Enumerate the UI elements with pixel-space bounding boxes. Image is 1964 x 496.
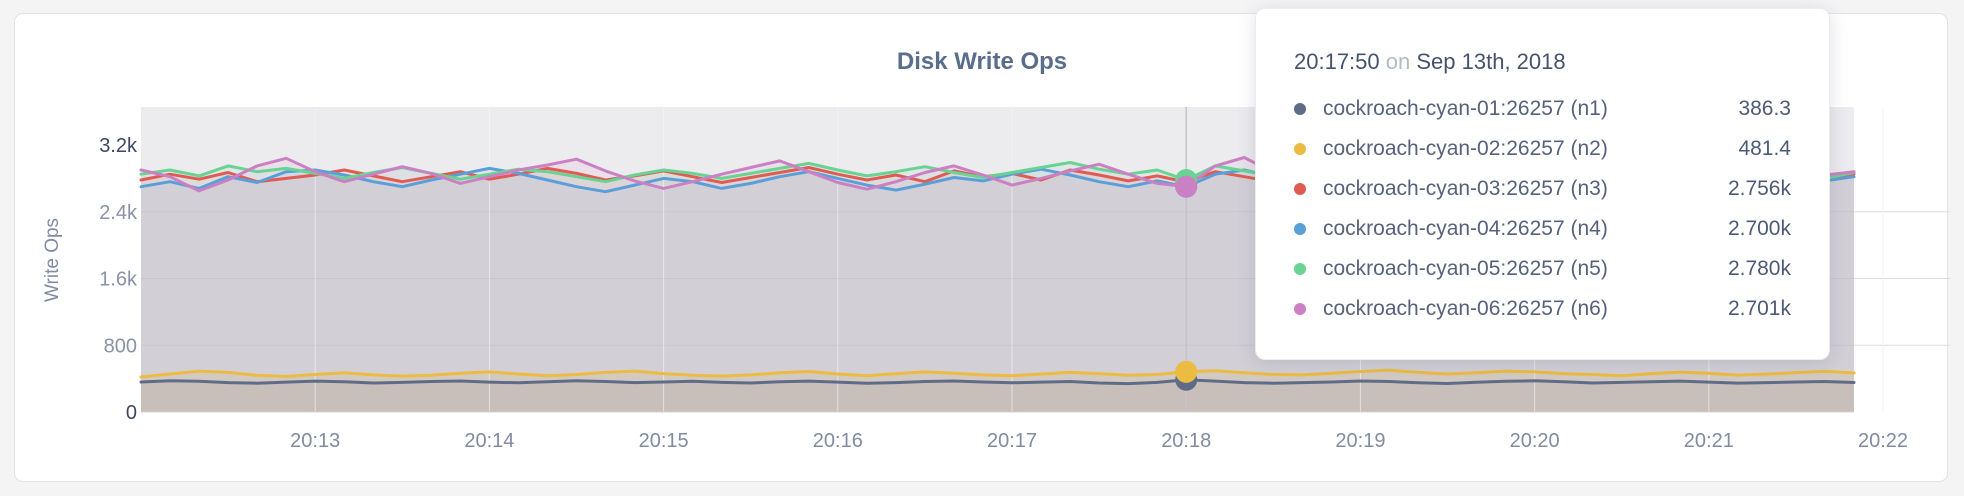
hover-tooltip: 20:17:50 on Sep 13th, 2018 cockroach-cya… [1255,8,1830,360]
x-tick-label: 20:22 [1858,430,1908,452]
y-tick-label: 800 [104,335,137,357]
tooltip-row: cockroach-cyan-05:26257 (n5) 2.780k [1294,249,1791,289]
tooltip-row: cockroach-cyan-01:26257 (n1) 386.3 [1294,89,1791,129]
y-tick-label: 0 [126,402,137,424]
tooltip-series-value: 386.3 [1738,97,1791,120]
tooltip-series-value: 2.701k [1727,297,1791,320]
x-tick-label: 20:17 [987,430,1037,452]
page-title: Disk Write Ops [896,48,1068,75]
y-tick-label: 3.2k [99,135,138,157]
tooltip-series-label: cockroach-cyan-03:26257 (n3) [1323,177,1608,200]
series-dot-icon [1294,143,1306,155]
series-dot-icon [1294,183,1306,195]
tooltip-row: cockroach-cyan-03:26257 (n3) 2.756k [1294,169,1791,209]
tooltip-rows: cockroach-cyan-01:26257 (n1) 386.3 cockroa… [1294,89,1791,329]
x-tick-label: 20:16 [813,430,863,452]
series-line-n1[interactable] [139,378,1856,386]
tooltip-row: cockroach-cyan-06:26257 (n6) 2.701k [1294,289,1791,329]
tooltip-series-label: cockroach-cyan-06:26257 (n6) [1323,297,1608,320]
x-tick-label: 20:13 [290,430,340,452]
y-tick-label: 2.4k [99,202,138,224]
tooltip-header: 20:17:50 on Sep 13th, 2018 [1294,49,1791,75]
tooltip-series-label: cockroach-cyan-01:26257 (n1) [1323,97,1608,120]
series-area-n1 [141,379,1854,412]
series-dot-icon [1294,103,1306,115]
tooltip-series-label: cockroach-cyan-05:26257 (n5) [1323,257,1608,280]
hover-dot-n2 [1175,360,1198,383]
series-dot-icon [1294,223,1306,235]
tooltip-series-value: 2.756k [1727,177,1791,200]
series-dot-icon [1294,303,1306,315]
x-tick-label: 20:15 [639,430,689,452]
tooltip-series-value: 481.4 [1738,137,1791,160]
x-tick-label: 20:14 [464,430,514,452]
tooltip-conjunction: on [1385,49,1411,74]
x-tick-label: 20:18 [1161,430,1211,452]
tooltip-series-value: 2.700k [1727,217,1791,240]
x-tick-label: 20:20 [1510,430,1560,452]
tooltip-row: cockroach-cyan-02:26257 (n2) 481.4 [1294,129,1791,169]
tooltip-date: Sep 13th, 2018 [1416,49,1566,74]
y-tick-label: 1.6k [99,269,138,291]
tooltip-series-value: 2.780k [1727,257,1791,280]
tooltip-series-label: cockroach-cyan-04:26257 (n4) [1323,217,1608,240]
hover-dot-n6 [1175,175,1198,198]
tooltip-series-label: cockroach-cyan-02:26257 (n2) [1323,137,1608,160]
series-dot-icon [1294,263,1306,275]
series-line-n2[interactable] [139,368,1856,379]
tooltip-time: 20:17:50 [1294,49,1380,74]
y-axis-title: Write Ops [42,218,63,302]
tooltip-row: cockroach-cyan-04:26257 (n4) 2.700k [1294,209,1791,249]
x-tick-label: 20:19 [1335,430,1385,452]
x-tick-label: 20:21 [1684,430,1734,452]
